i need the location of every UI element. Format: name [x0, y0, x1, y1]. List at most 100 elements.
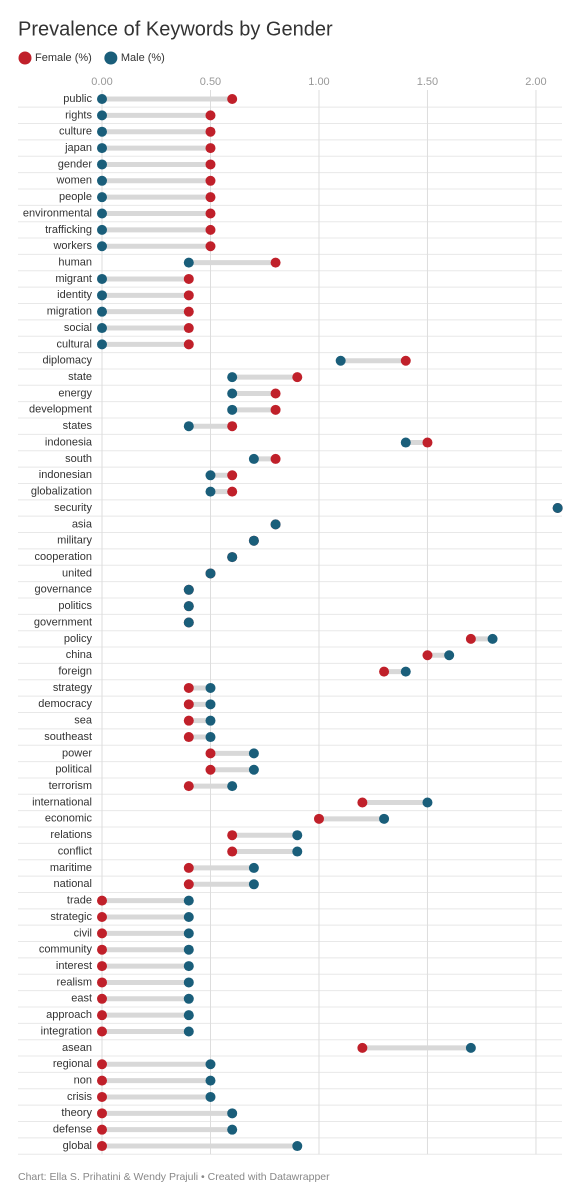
dot [97, 1026, 107, 1037]
dot [227, 388, 238, 399]
y-tick-label: women [56, 175, 92, 187]
dot [205, 175, 216, 186]
y-tick-label: trade [67, 895, 92, 907]
y-tick-label: interest [56, 960, 92, 972]
dot [292, 1141, 303, 1152]
y-tick-label: asia [72, 518, 93, 530]
dot [444, 650, 455, 661]
legend-swatch [18, 51, 32, 65]
dot [248, 748, 259, 759]
dot [552, 503, 563, 513]
dot [183, 339, 194, 350]
dot [97, 143, 107, 154]
y-tick-label: foreign [58, 666, 92, 678]
dot [400, 355, 411, 366]
y-tick-label: culture [59, 126, 92, 138]
y-tick-label: people [59, 191, 92, 203]
y-tick-label: diplomacy [42, 355, 92, 367]
y-tick-label: maritime [50, 862, 92, 874]
x-tick-label: 1.00 [308, 76, 329, 88]
y-tick-label: gender [58, 158, 93, 170]
dot [205, 110, 216, 121]
dot [465, 633, 476, 644]
dot [97, 241, 107, 252]
dot [400, 437, 411, 448]
y-tick-label: development [29, 404, 92, 416]
y-tick-label: indonesia [45, 436, 93, 448]
dot [183, 781, 194, 792]
dot [183, 682, 194, 693]
dot [422, 797, 433, 808]
dot [183, 928, 194, 939]
y-tick-label: integration [41, 1025, 92, 1037]
y-tick-label: conflict [58, 845, 92, 857]
dot [97, 339, 107, 350]
dot [183, 977, 194, 988]
dot [205, 241, 216, 252]
dot [97, 306, 107, 317]
y-tick-label: asean [62, 1042, 92, 1054]
y-tick-label: global [63, 1140, 92, 1152]
dot [270, 453, 281, 464]
dot [97, 1075, 107, 1086]
dot [205, 1091, 216, 1102]
y-tick-label: government [34, 616, 92, 628]
dot [270, 404, 281, 415]
y-tick-label: cultural [57, 338, 92, 350]
dot [97, 944, 107, 955]
y-tick-label: relations [50, 829, 92, 841]
dot [97, 1141, 107, 1152]
dot [183, 323, 194, 334]
dot [205, 682, 216, 693]
dot [227, 781, 238, 792]
dot [227, 830, 238, 841]
dot [97, 323, 107, 334]
y-tick-label: community [39, 944, 93, 956]
dot [248, 764, 259, 775]
dot [205, 1075, 216, 1086]
y-tick-label: environmental [23, 207, 92, 219]
dot [205, 143, 216, 154]
y-tick-label: military [57, 535, 92, 547]
dot [183, 699, 194, 710]
dot [183, 257, 194, 268]
y-tick-label: japan [64, 142, 92, 154]
dot [205, 748, 216, 759]
dot [248, 453, 259, 464]
dot [183, 421, 194, 432]
dot [183, 961, 194, 972]
dot [97, 1059, 107, 1070]
y-tick-label: civil [74, 927, 92, 939]
dot [270, 519, 281, 530]
dot [183, 290, 194, 301]
dot [248, 862, 259, 873]
dot [292, 830, 303, 841]
y-tick-label: migration [47, 306, 92, 318]
dot [183, 715, 194, 726]
dot [227, 552, 238, 563]
dot [292, 372, 303, 383]
y-tick-label: security [54, 502, 92, 514]
dot [183, 306, 194, 317]
dot [270, 257, 281, 268]
y-tick-label: cooperation [35, 551, 93, 563]
dot [227, 404, 238, 415]
legend-label: Male (%) [121, 52, 165, 64]
y-tick-label: governance [35, 584, 93, 596]
dot [97, 273, 107, 284]
dot [97, 192, 107, 203]
y-tick-label: sea [74, 715, 93, 727]
y-tick-label: identity [57, 289, 92, 301]
x-tick-label: 0.00 [91, 76, 112, 88]
dot [465, 1042, 476, 1053]
chart-title: Prevalence of Keywords by Gender [18, 18, 333, 40]
dot [227, 486, 238, 497]
dot [183, 617, 194, 628]
y-tick-label: international [32, 796, 92, 808]
dot [97, 977, 107, 988]
y-tick-label: approach [46, 1009, 92, 1021]
dot [227, 1124, 238, 1135]
y-tick-label: economic [45, 813, 93, 825]
dot [97, 993, 107, 1004]
dot [205, 732, 216, 743]
